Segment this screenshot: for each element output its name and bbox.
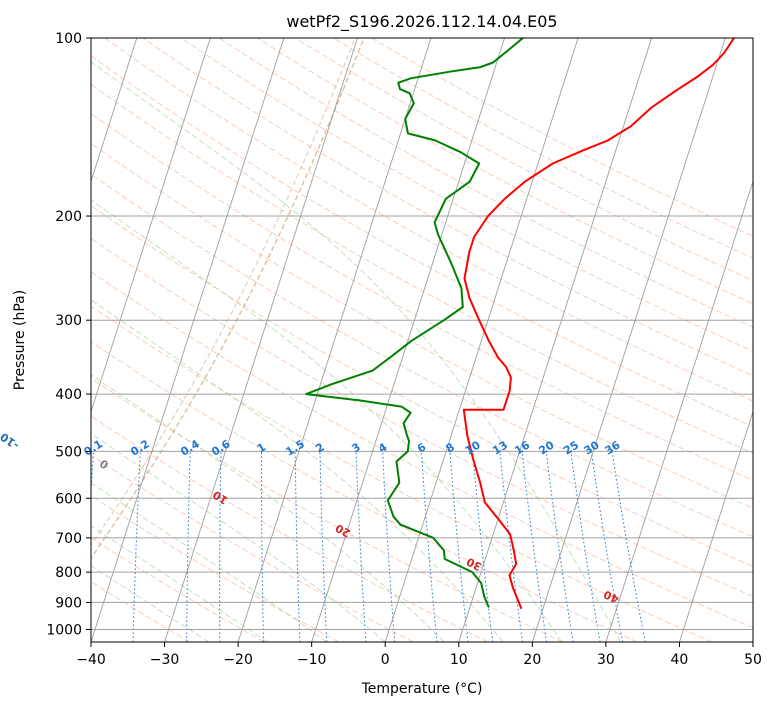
dry-adiabat-line [333,38,753,259]
moist-adiabat-line [91,374,445,642]
isotherm-line [311,38,505,642]
dry-adiabat-line [91,112,753,481]
y-tick-label: 800 [55,565,82,581]
mixing-ratio-line [570,451,601,642]
axes: −40 −30 −20 −10 0 10 20 30 40 50 100 200 300 400 500 60… [46,31,762,668]
x-tick-label: −30 [150,652,180,668]
dry-adiabat-label: 40 [601,587,621,605]
data-series [305,38,735,609]
isotherm-line [458,38,653,642]
y-tick-label: 100 [55,31,82,47]
x-tick-label: −20 [223,652,253,668]
moist-adiabat-line [91,199,563,642]
reference-curve [91,38,365,560]
y-tick-label: 500 [55,444,82,460]
dry-adiabat-line [91,454,414,642]
isotherm-line [679,410,753,642]
mixing-ratio-line [590,451,624,642]
y-tick-label: 900 [55,595,82,611]
y-tick-label: 700 [55,531,82,547]
x-tick-label: −40 [76,652,106,668]
dry-adiabat-line [371,38,753,237]
dry-adiabat-line [104,38,753,402]
x-tick-label: 0 [381,652,390,668]
dry-adiabat-line [91,271,753,629]
dry-adiabat-line [218,38,753,328]
x-tick-label: 50 [744,652,762,668]
background-lines [91,38,753,642]
dry-adiabat-line [91,83,753,454]
dry-adiabat-line [91,341,638,642]
dry-adiabat-line [91,55,753,428]
x-tick-label: 20 [523,652,541,668]
y-tick-label: 300 [55,313,82,329]
plot-frame [90,37,754,643]
x-axis-title: Temperature (°C) [361,681,483,697]
dry-adiabat-line [91,495,340,642]
isotherm-line [91,38,285,642]
isotherm-line [91,38,138,183]
mixing-ratio-line [472,451,494,642]
dry-adiabat-line [91,205,753,567]
dewpoint-profile-line [305,38,524,608]
dry-adiabat-line [180,38,753,352]
isotherm-line [531,38,726,642]
moist-adiabat-line [91,565,209,642]
mixing-ratio-line [499,451,523,642]
moist-adiabat-line [91,61,622,642]
moist-adiabat-line [91,482,327,642]
isotherm-line [91,38,211,414]
mixing-ratio-line [521,451,548,642]
isotherm-line [164,38,358,642]
y-tick-label: 1000 [46,622,82,638]
x-tick-label: −10 [297,652,327,668]
x-tick-label: 40 [671,652,689,668]
dry-adiabat-line [142,38,753,377]
isotherm-line [384,38,579,642]
y-tick-label: 200 [55,209,82,225]
reference-curve [91,38,356,547]
moist-adiabat-line [91,525,268,642]
isotherm-line [237,38,432,642]
y-tick-label: 400 [55,387,82,403]
dry-adiabat-label: 30 [464,555,484,574]
dry-adiabat-line [91,237,753,598]
dry-adiabat-line [91,173,753,538]
chart-title: wetPf2_S196.2026.112.14.04.E05 [286,12,557,32]
mixing-ratio-line [611,451,646,642]
x-tick-label: 30 [597,652,615,668]
moist-adiabat-line [91,433,386,642]
y-axis-title: Pressure (hPa) [12,290,28,390]
temperature-profile-line [462,38,735,609]
isotherm-line [605,179,753,642]
y-tick-label: 600 [55,491,82,507]
dry-adiabat-line [91,305,713,642]
x-tick-label: 10 [450,652,468,668]
mixing-ratio-line [545,451,574,642]
moist-adiabat-line [91,299,504,642]
